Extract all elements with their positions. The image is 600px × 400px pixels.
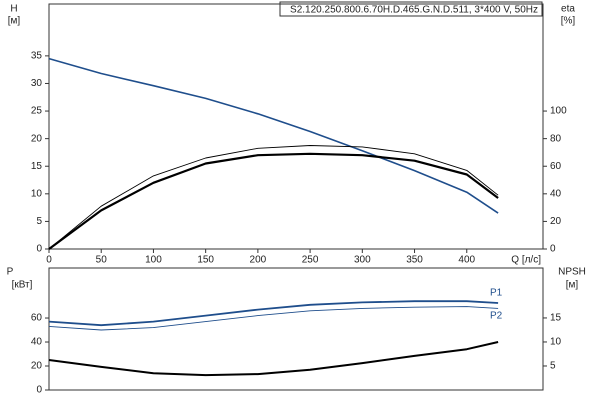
y2-axis-label: eta	[561, 4, 575, 15]
x-tick-label: 50	[96, 255, 108, 266]
plot-frame	[48, 3, 544, 250]
data-line	[48, 57, 499, 214]
y-axis-label: P	[7, 267, 14, 278]
y-axis-unit: [м]	[8, 16, 21, 27]
data-line	[48, 300, 499, 327]
x-tick-label: 100	[145, 255, 162, 266]
y2-axis-unit: [%]	[561, 16, 576, 27]
title-box	[279, 1, 543, 17]
y2-tick-label: 40	[550, 188, 562, 199]
y-tick-label: 40	[31, 337, 43, 348]
chart-title: S2.120.250.800.6.70H.D.465.G.N.D.511, 3*…	[290, 5, 538, 16]
y-tick-label: 20	[31, 133, 43, 144]
data-line	[48, 306, 499, 331]
x-tick-label: 350	[406, 255, 423, 266]
data-line	[48, 341, 499, 377]
y2-tick-label: 80	[550, 133, 562, 144]
series-label: P1	[490, 288, 503, 299]
y-tick-label: 60	[31, 313, 43, 324]
y-axis-unit: [кВт]	[12, 280, 33, 291]
x-tick-label: 250	[302, 255, 319, 266]
y-tick-label: 5	[36, 216, 42, 227]
y2-tick-label: 10	[550, 337, 562, 348]
y-tick-label: 35	[31, 51, 43, 62]
y-tick-label: 0	[36, 244, 42, 255]
y2-tick-label: 15	[550, 313, 562, 324]
y-tick-label: 10	[31, 188, 43, 199]
x-tick-label: 150	[197, 255, 214, 266]
y-tick-label: 0	[36, 385, 42, 396]
x-tick-label: 200	[250, 255, 267, 266]
y-tick-label: 25	[31, 106, 43, 117]
y2-axis-label: NPSH	[558, 267, 586, 278]
y2-axis-unit: [м]	[566, 280, 579, 291]
x-tick-label: 300	[354, 255, 371, 266]
y2-tick-label: 60	[550, 161, 562, 172]
x-tick-label: 400	[458, 255, 475, 266]
x-axis-label: Q [л/с]	[511, 255, 541, 266]
series-label: P2	[490, 311, 503, 322]
y2-tick-label: 20	[550, 216, 562, 227]
y-tick-label: 20	[31, 361, 43, 372]
y-tick-label: 30	[31, 78, 43, 89]
y-tick-label: 15	[31, 161, 43, 172]
y2-tick-label: 5	[550, 361, 556, 372]
plot-frame	[48, 267, 544, 391]
y2-tick-label: 100	[550, 106, 567, 117]
data-line	[48, 145, 499, 250]
data-line	[48, 152, 499, 250]
y2-tick-label: 0	[550, 244, 556, 255]
y-axis-label: H	[10, 4, 17, 15]
x-tick-label: 0	[46, 255, 52, 266]
